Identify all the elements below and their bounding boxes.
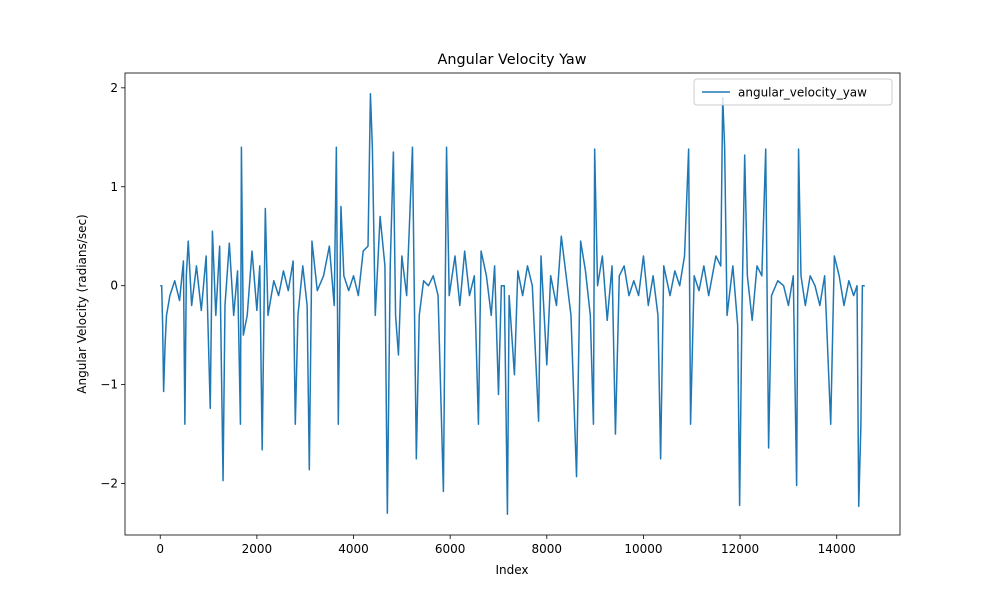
x-tick-label: 6000 [435,542,466,556]
y-tick-label: 0 [110,279,118,293]
x-axis-label: Index [495,563,528,577]
y-tick-label: 1 [110,180,118,194]
x-tick-label: 0 [156,542,164,556]
legend-label: angular_velocity_yaw [738,86,867,100]
y-tick-label: 2 [110,81,118,95]
x-tick-label: 8000 [532,542,563,556]
x-tick-label: 2000 [242,542,273,556]
y-axis-label: Angular Velocity (radians/sec) [75,214,89,393]
x-tick-label: 4000 [338,542,369,556]
y-tick-label: −1 [100,378,118,392]
data-line [160,93,865,515]
legend-box [693,78,893,106]
axes-frame [124,72,901,536]
x-tick-label: 10000 [624,542,662,556]
chart-title: Angular Velocity Yaw [438,52,587,68]
x-tick-label: 12000 [721,542,759,556]
y-tick-label: −2 [100,477,118,491]
x-tick-label: 14000 [818,542,856,556]
